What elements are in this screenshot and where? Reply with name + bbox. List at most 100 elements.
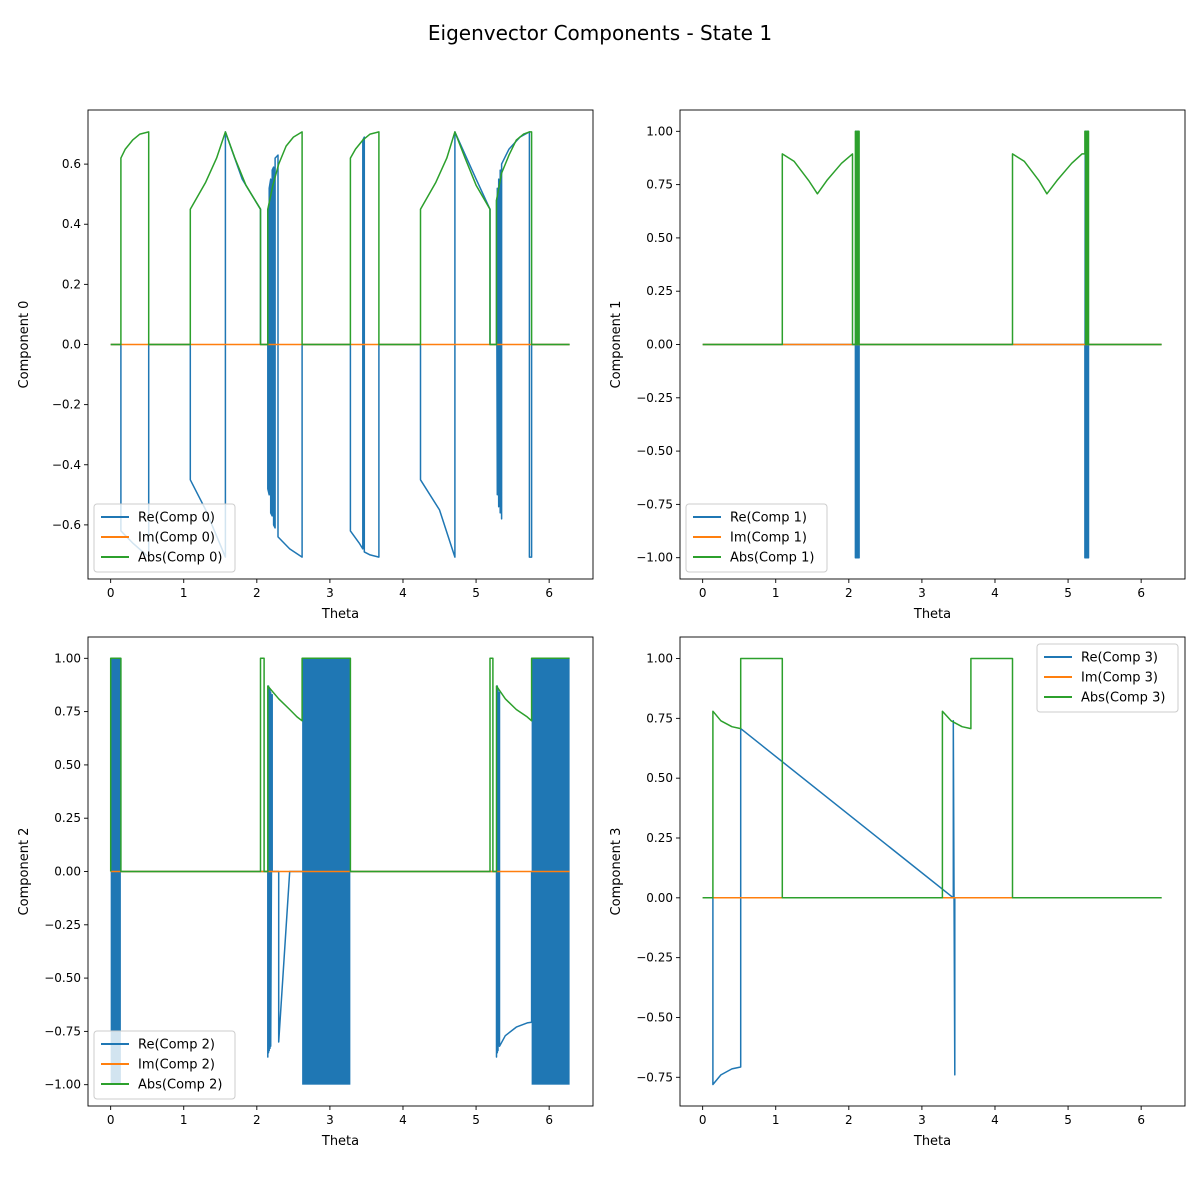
legend-entry-label: Im(Comp 2) — [138, 1058, 215, 1073]
subplot-0: 0 1 2 3 4 5 6 −0.6 −0.4 −0.2 0.0 0.2 0.4 0.6 Theta Comp… — [17, 109, 594, 622]
plot-area — [109, 657, 570, 1085]
legend-entry-label: Re(Comp 3) — [1081, 651, 1158, 666]
x-tick-label: 5 — [472, 1113, 480, 1127]
subplot-3: 0 1 2 3 4 5 6 −0.75 −0.50 −0.25 0.00 0.25 0.50 0.75 1.… — [609, 636, 1186, 1149]
axes-frame — [679, 636, 1186, 1107]
plot-area — [702, 657, 1162, 1086]
series-line-abs — [109, 657, 570, 873]
y-tick-label: −0.25 — [636, 391, 673, 405]
y-tick-label: 0.50 — [54, 758, 81, 772]
legend-box — [93, 503, 236, 573]
x-tick-label: 0 — [699, 1113, 707, 1127]
x-tick-label: 6 — [545, 586, 553, 600]
plot-area — [702, 130, 1162, 559]
y-tick-label: −0.75 — [44, 1024, 81, 1038]
y-axis-label: Component 2 — [17, 828, 32, 916]
legend-entry-label: Abs(Comp 1) — [730, 551, 814, 566]
y-axis-label: Component 1 — [609, 301, 624, 389]
x-tick-label: 5 — [472, 586, 480, 600]
y-tick-label: 1.00 — [54, 651, 81, 665]
y-tick-label: 1.00 — [646, 652, 673, 666]
y-tick-label: −0.25 — [636, 951, 673, 965]
series-line-abs — [702, 657, 1162, 899]
legend-entry-label: Re(Comp 1) — [730, 511, 807, 526]
y-tick-label: −0.75 — [636, 1070, 673, 1084]
subplots: 0 1 2 3 4 5 6 −0.6 −0.4 −0.2 0.0 0.2 0.4 0.6 Theta Comp… — [17, 109, 1186, 1149]
x-tick-label: 3 — [918, 1113, 926, 1127]
y-tick-label: 0.50 — [646, 231, 673, 245]
y-tick-label: 0.75 — [54, 705, 81, 719]
y-tick-label: −0.50 — [44, 971, 81, 985]
legend: Re(Comp 3) Im(Comp 3) Abs(Comp 3) — [1036, 643, 1179, 713]
legend: Re(Comp 1) Im(Comp 1) Abs(Comp 1) — [685, 503, 828, 573]
y-tick-label: 0.25 — [646, 284, 673, 298]
x-tick-label: 6 — [1137, 1113, 1145, 1127]
x-tick-label: 0 — [699, 586, 707, 600]
y-tick-label: −0.4 — [52, 458, 81, 472]
x-tick-label: 6 — [545, 1113, 553, 1127]
y-tick-label: −0.25 — [44, 918, 81, 932]
x-tick-label: 4 — [399, 1113, 407, 1127]
x-axis-label: Theta — [321, 607, 359, 622]
y-axis-label: Component 0 — [17, 301, 32, 389]
x-tick-label: 1 — [180, 1113, 188, 1127]
x-tick-label: 2 — [253, 1113, 261, 1127]
y-tick-label: 0.4 — [62, 217, 81, 231]
y-tick-label: 0.00 — [54, 865, 81, 879]
figure-title: Eigenvector Components - State 1 — [428, 21, 772, 45]
legend-entry-label: Im(Comp 3) — [1081, 671, 1158, 686]
x-tick-label: 4 — [991, 1113, 999, 1127]
x-tick-label: 1 — [180, 586, 188, 600]
y-tick-label: 0.75 — [646, 711, 673, 725]
x-tick-label: 5 — [1064, 1113, 1072, 1127]
y-tick-label: 0.0 — [62, 338, 81, 352]
y-tick-label: 0.00 — [646, 891, 673, 905]
y-tick-label: 0.50 — [646, 771, 673, 785]
x-tick-label: 4 — [399, 586, 407, 600]
y-tick-label: 0.75 — [646, 178, 673, 192]
legend-entry-label: Re(Comp 2) — [138, 1038, 215, 1053]
y-tick-label: 0.00 — [646, 338, 673, 352]
x-tick-label: 0 — [107, 1113, 115, 1127]
x-tick-label: 5 — [1064, 586, 1072, 600]
x-tick-label: 2 — [253, 586, 261, 600]
y-tick-label: −0.2 — [52, 398, 81, 412]
legend-entry-label: Im(Comp 0) — [138, 531, 215, 546]
y-tick-label: −1.00 — [44, 1078, 81, 1092]
legend-entry-label: Abs(Comp 2) — [138, 1078, 222, 1093]
legend-entry-label: Abs(Comp 3) — [1081, 691, 1165, 706]
x-tick-label: 1 — [772, 586, 780, 600]
x-tick-label: 3 — [918, 586, 926, 600]
legend-entry-label: Re(Comp 0) — [138, 511, 215, 526]
series-line-abs — [110, 131, 570, 346]
legend: Re(Comp 0) Im(Comp 0) Abs(Comp 0) — [93, 503, 236, 573]
legend: Re(Comp 2) Im(Comp 2) Abs(Comp 2) — [93, 1030, 236, 1100]
x-tick-label: 1 — [772, 1113, 780, 1127]
legend-entry-label: Im(Comp 1) — [730, 531, 807, 546]
y-axis-label: Component 3 — [609, 828, 624, 916]
x-tick-label: 2 — [845, 586, 853, 600]
y-tick-label: 0.25 — [646, 831, 673, 845]
series-line-re — [110, 131, 570, 558]
x-tick-label: 0 — [107, 586, 115, 600]
y-tick-label: −1.00 — [636, 551, 673, 565]
x-tick-label: 3 — [326, 586, 334, 600]
x-tick-label: 2 — [845, 1113, 853, 1127]
series-line-abs — [702, 130, 1162, 346]
x-tick-label: 3 — [326, 1113, 334, 1127]
y-tick-label: −0.75 — [636, 497, 673, 511]
y-tick-label: −0.6 — [52, 518, 81, 532]
y-tick-label: 0.6 — [62, 157, 81, 171]
legend-box — [1036, 643, 1179, 713]
legend-entry-label: Abs(Comp 0) — [138, 551, 222, 566]
y-tick-label: 1.00 — [646, 124, 673, 138]
x-tick-label: 6 — [1137, 586, 1145, 600]
x-tick-label: 4 — [991, 586, 999, 600]
y-tick-label: −0.50 — [636, 444, 673, 458]
x-axis-label: Theta — [913, 1134, 951, 1149]
legend-box — [93, 1030, 236, 1100]
y-tick-label: 0.2 — [62, 277, 81, 291]
y-tick-label: −0.50 — [636, 1010, 673, 1024]
